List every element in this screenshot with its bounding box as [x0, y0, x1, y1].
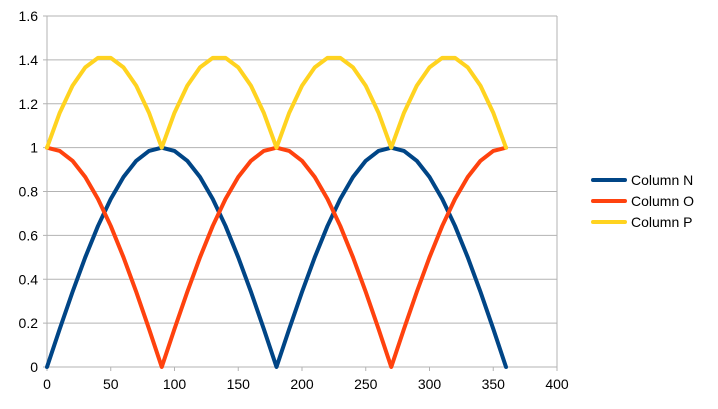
legend-label: Column N: [631, 172, 693, 188]
legend-item: Column O: [591, 193, 694, 209]
series-line-column-n: [45, 145, 508, 369]
x-axis-tick-labels: 0 50 100 150 200 250 300 350 400: [43, 376, 569, 392]
y-tick-label: 0.4: [19, 271, 39, 287]
y-tick-label: 1.4: [19, 52, 39, 68]
y-tick-label: 1: [30, 140, 38, 156]
x-tick-label: 100: [163, 376, 187, 392]
y-tick-label: 1.2: [19, 96, 39, 112]
legend-label: Column O: [631, 193, 694, 209]
y-tick-label: 0.8: [19, 184, 39, 200]
series-line-column-p: [45, 55, 508, 150]
legend-label: Column P: [631, 214, 692, 230]
x-tick-label: 300: [418, 376, 442, 392]
legend-item: Column N: [591, 172, 693, 188]
plot-area-series: [45, 55, 508, 369]
x-tick-label: 50: [103, 376, 119, 392]
y-tick-label: 1.6: [19, 8, 39, 24]
legend: Column N Column O Column P: [591, 172, 694, 230]
y-axis-tick-labels: 0 0.2 0.4 0.6 0.8 1 1.2 1.4 1.6: [19, 8, 39, 375]
x-tick-label: 350: [482, 376, 506, 392]
legend-item: Column P: [591, 214, 692, 230]
x-tick-label: 250: [354, 376, 378, 392]
y-tick-label: 0.2: [19, 315, 39, 331]
x-tick-label: 200: [290, 376, 314, 392]
axes: [43, 15, 558, 371]
y-tick-label: 0.6: [19, 227, 39, 243]
x-tick-label: 150: [227, 376, 251, 392]
series-line-column-o: [45, 145, 508, 369]
x-tick-label: 0: [43, 376, 51, 392]
y-tick-label: 0: [30, 359, 38, 375]
x-tick-label: 400: [545, 376, 569, 392]
